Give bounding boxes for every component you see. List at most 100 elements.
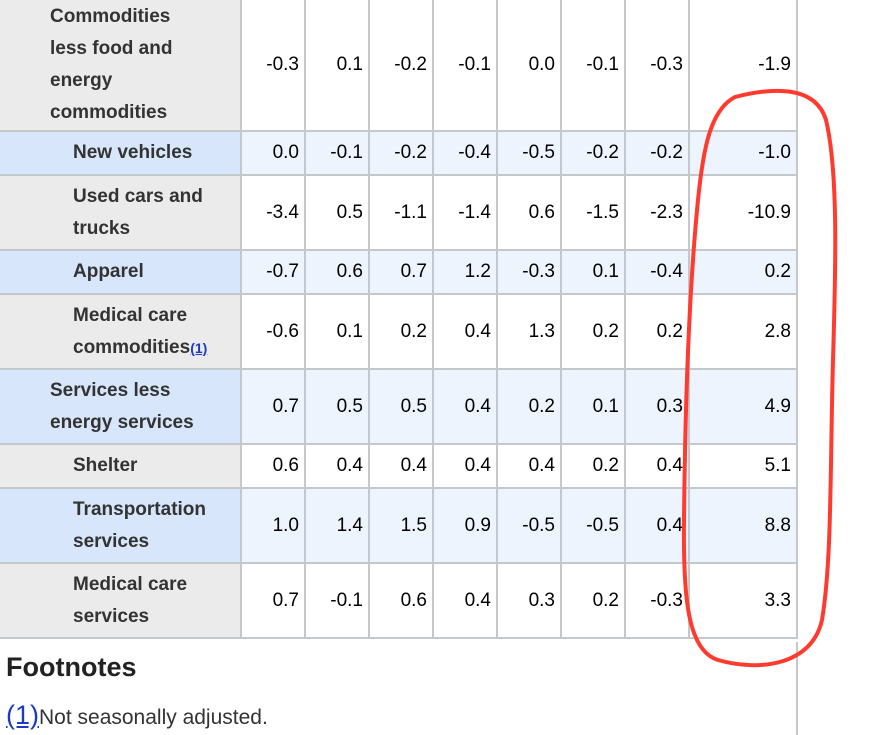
value-cell: 0.1	[306, 0, 370, 130]
row-label-line: services	[73, 530, 150, 552]
value-cell: -0.3	[498, 251, 562, 293]
value-cell: 0.6	[306, 251, 370, 293]
row-label-line: commodities	[50, 102, 168, 123]
row-label-line: energy	[50, 70, 113, 91]
value-cell: 0.9	[434, 489, 498, 562]
value-cell: -0.3	[626, 0, 690, 130]
value-cell: -0.6	[242, 295, 306, 368]
value-cell: -1.4	[434, 176, 498, 249]
row-label-line: Commodities	[50, 6, 171, 27]
value-cell: 0.4	[434, 295, 498, 368]
footnote-ref-link[interactable]: (1)	[6, 700, 39, 730]
row-label: Commodities less food and energy commoditie…	[0, 0, 242, 130]
row-label-line: Services less	[50, 379, 171, 401]
cpi-table: Commodities less food and energy commoditie…	[0, 0, 798, 639]
value-cell: -0.3	[626, 564, 690, 637]
table-row: Commodities less food and energy commoditie…	[0, 0, 798, 132]
value-cell: 0.6	[498, 176, 562, 249]
value-cell: 0.1	[562, 370, 626, 443]
value-cell: -0.5	[498, 132, 562, 174]
value-cell: -0.5	[498, 489, 562, 562]
row-label: Transportation services	[0, 489, 242, 562]
value-cell: 0.2	[562, 295, 626, 368]
value-cell: 0.4	[626, 489, 690, 562]
row-label-line: Medical care	[73, 304, 188, 326]
footnotes-section: Footnotes (1)Not seasonally adjusted.	[0, 642, 798, 735]
value-cell: 0.6	[370, 564, 434, 637]
value-cell: -0.5	[562, 489, 626, 562]
value-cell: 0.4	[370, 445, 434, 487]
row-label: Shelter	[0, 445, 242, 487]
row-label-line: services	[73, 605, 150, 627]
value-cell: 2.8	[690, 295, 798, 368]
value-cell: -0.2	[626, 132, 690, 174]
row-label-line: Used cars and	[73, 185, 203, 207]
row-label-line: Medical care	[73, 573, 188, 595]
value-cell: -0.2	[370, 132, 434, 174]
value-cell: 0.5	[306, 370, 370, 443]
value-cell: 0.1	[306, 295, 370, 368]
value-cell: 0.4	[306, 445, 370, 487]
row-label: Medical care commodities(1)	[0, 295, 242, 368]
value-cell: 0.5	[306, 176, 370, 249]
value-cell: 0.7	[242, 370, 306, 443]
value-cell: -0.1	[434, 0, 498, 130]
value-cell: -0.2	[370, 0, 434, 130]
row-label-line: commodities(1)	[73, 336, 208, 358]
value-cell: -1.0	[690, 132, 798, 174]
row-label-line: trucks	[73, 217, 131, 239]
value-cell: 5.1	[690, 445, 798, 487]
value-cell: -10.9	[690, 176, 798, 249]
value-cell: 1.4	[306, 489, 370, 562]
row-label: Medical care services	[0, 564, 242, 637]
row-label: Services less energy services	[0, 370, 242, 443]
value-cell: 0.6	[242, 445, 306, 487]
table-row: New vehicles 0.0 -0.1 -0.2 -0.4 -0.5 -0.2 -0.2-…	[0, 132, 798, 176]
value-cell: -0.4	[626, 251, 690, 293]
value-cell: 0.0	[242, 132, 306, 174]
value-cell: -0.1	[306, 564, 370, 637]
footnotes-title: Footnotes	[6, 652, 137, 682]
row-label-line: Transportation	[73, 498, 207, 520]
row-label-line: energy services	[50, 411, 194, 433]
value-cell: 0.2	[690, 251, 798, 293]
table-row: Used cars and trucks -3.4 0.5 -1.1 -1.4 0.6 -1.…	[0, 176, 798, 251]
table-row: Apparel -0.7 0.6 0.7 1.2 -0.3 0.1 -0.4 0.2	[0, 251, 798, 295]
value-cell: 4.9	[690, 370, 798, 443]
value-cell: -1.1	[370, 176, 434, 249]
value-cell: 0.4	[434, 445, 498, 487]
value-cell: 0.5	[370, 370, 434, 443]
value-cell: -0.7	[242, 251, 306, 293]
footnote-ref-link[interactable]: (1)	[190, 339, 208, 356]
row-label: Used cars and trucks	[0, 176, 242, 249]
value-cell: 0.2	[370, 295, 434, 368]
value-cell: 1.0	[242, 489, 306, 562]
row-label-line: Apparel	[73, 261, 144, 282]
value-cell: 1.2	[434, 251, 498, 293]
value-cell: 3.3	[690, 564, 798, 637]
footnote-item: (1)Not seasonally adjusted.	[6, 700, 268, 731]
value-cell: -0.3	[242, 0, 306, 130]
footnote-text: Not seasonally adjusted.	[39, 706, 268, 729]
value-cell: -0.1	[562, 0, 626, 130]
value-cell: 0.4	[498, 445, 562, 487]
row-label-line: Shelter	[73, 455, 138, 476]
value-cell: 0.4	[434, 370, 498, 443]
row-label: New vehicles	[0, 132, 242, 174]
value-cell: 0.3	[498, 564, 562, 637]
table-row: Shelter 0.6 0.4 0.4 0.4 0.4 0.2 0.4 5.1	[0, 445, 798, 489]
value-cell: -1.5	[562, 176, 626, 249]
value-cell: 0.7	[242, 564, 306, 637]
value-cell: 0.1	[562, 251, 626, 293]
row-label-line: New vehicles	[73, 142, 193, 163]
row-label: Apparel	[0, 251, 242, 293]
value-cell: 0.2	[562, 564, 626, 637]
table-row: Services less energy services 0.7 0.5 0.5 0.4…	[0, 370, 798, 445]
value-cell: -0.4	[434, 132, 498, 174]
table-row: Medical care commodities(1) -0.6 0.1 0.2 0.4 1…	[0, 295, 798, 370]
value-cell: -0.2	[562, 132, 626, 174]
table-row: Transportation services 1.0 1.4 1.5 0.9 -0.5 -0…	[0, 489, 798, 564]
value-cell: 0.2	[562, 445, 626, 487]
value-cell: -3.4	[242, 176, 306, 249]
value-cell: 0.4	[434, 564, 498, 637]
